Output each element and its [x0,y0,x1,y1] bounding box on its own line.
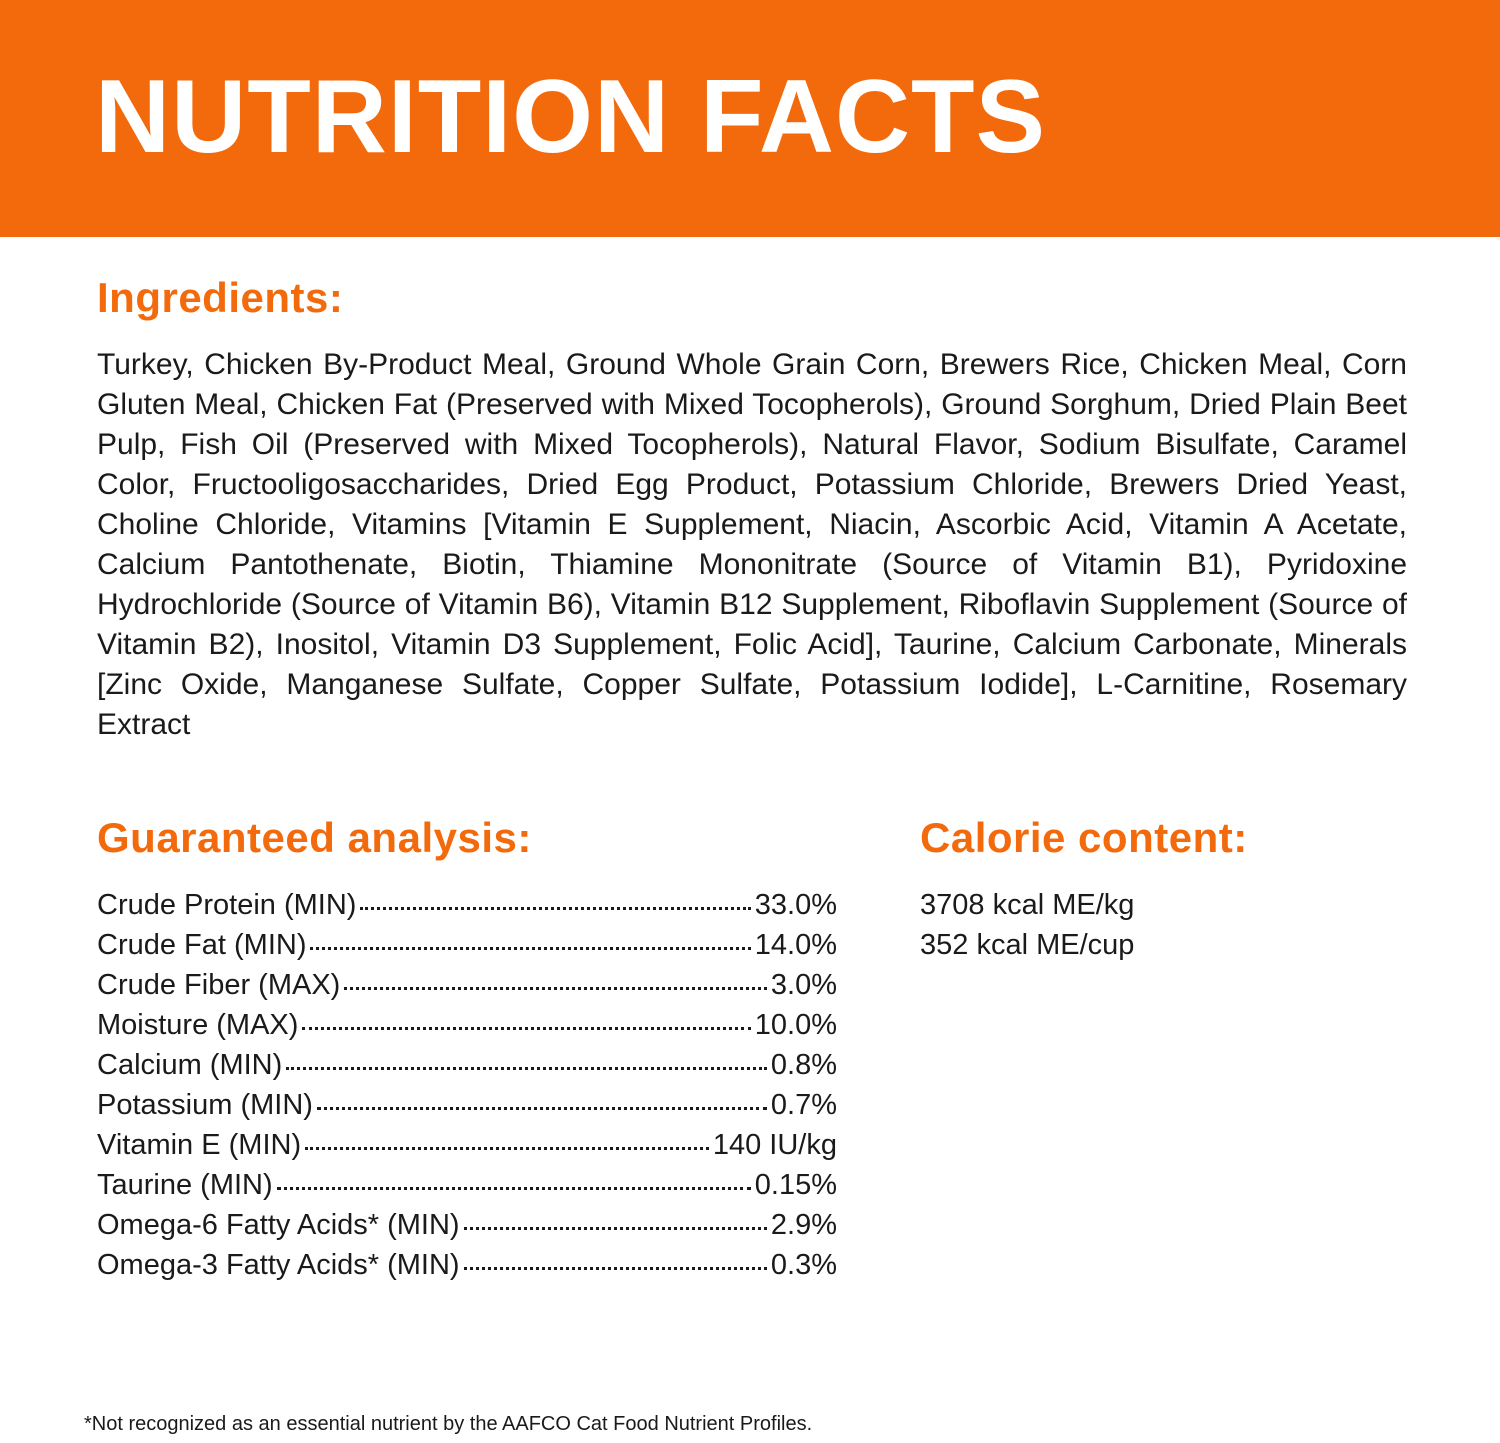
analysis-row: Crude Fat (MIN) 14.0% [97,925,837,965]
nutrient-value: 14.0% [754,929,837,961]
analysis-row: Vitamin E (MIN) 140 IU/kg [97,1125,837,1165]
header: NUTRITION FACTS [0,0,1500,237]
nutrient-label: Omega-6 Fatty Acids* (MIN) [97,1209,460,1241]
nutrient-label: Crude Fat (MIN) [97,929,307,961]
nutrient-value: 0.7% [770,1089,837,1121]
nutrient-label: Potassium (MIN) [97,1089,313,1121]
footnote: *Not recognized as an essential nutrient… [84,1413,813,1435]
nutrient-label: Calcium (MIN) [97,1049,283,1081]
leader-dots [302,1027,751,1030]
leader-dots [463,1227,767,1230]
analysis-row: Crude Protein (MIN) 33.0% [97,885,837,925]
leader-dots [344,987,767,990]
analysis-row: Moisture (MAX) 10.0% [97,1005,837,1045]
nutrient-value: 10.0% [754,1009,837,1041]
nutrient-label: Crude Protein (MIN) [97,889,357,921]
leader-dots [286,1067,767,1070]
leader-dots [316,1107,767,1110]
analysis-table: Crude Protein (MIN) 33.0% Crude Fat (MIN) 1… [97,885,837,1285]
analysis-row: Crude Fiber (MAX) 3.0% [97,965,837,1005]
analysis-row: Potassium (MIN) 0.7% [97,1085,837,1125]
calorie-list: 3708 kcal ME/kg 352 kcal ME/cup [920,885,1134,965]
leader-dots [463,1267,767,1270]
leader-dots [276,1187,751,1190]
nutrient-value: 140 IU/kg [712,1129,837,1161]
nutrient-value: 0.8% [770,1049,837,1081]
nutrient-label: Crude Fiber (MAX) [97,969,341,1001]
nutrient-value: 0.15% [754,1169,837,1201]
nutrient-value: 0.3% [770,1249,837,1281]
leader-dots [360,907,751,910]
ingredients-text: Turkey, Chicken By-Product Meal, Ground … [97,348,1407,741]
analysis-heading: Guaranteed analysis: [97,814,532,861]
nutrient-label: Vitamin E (MIN) [97,1129,302,1161]
nutrient-label: Moisture (MAX) [97,1009,299,1041]
nutrient-value: 33.0% [754,889,837,921]
nutrient-label: Taurine (MIN) [97,1169,273,1201]
title: NUTRITION FACTS [95,59,1046,175]
ingredients-heading: Ingredients: [97,274,344,321]
analysis-row: Omega-6 Fatty Acids* (MIN) 2.9% [97,1205,837,1245]
leader-dots [305,1147,709,1150]
analysis-row: Omega-3 Fatty Acids* (MIN) 0.3% [97,1245,837,1285]
calorie-line: 3708 kcal ME/kg [920,889,1135,921]
nutrient-label: Omega-3 Fatty Acids* (MIN) [97,1249,460,1281]
analysis-row: Calcium (MIN) 0.8% [97,1045,837,1085]
calories-heading: Calorie content: [920,814,1248,861]
calorie-line: 352 kcal ME/cup [920,929,1135,961]
nutrient-value: 2.9% [770,1209,837,1241]
leader-dots [310,947,751,950]
nutrient-value: 3.0% [770,969,837,1001]
analysis-row: Taurine (MIN) 0.15% [97,1165,837,1205]
